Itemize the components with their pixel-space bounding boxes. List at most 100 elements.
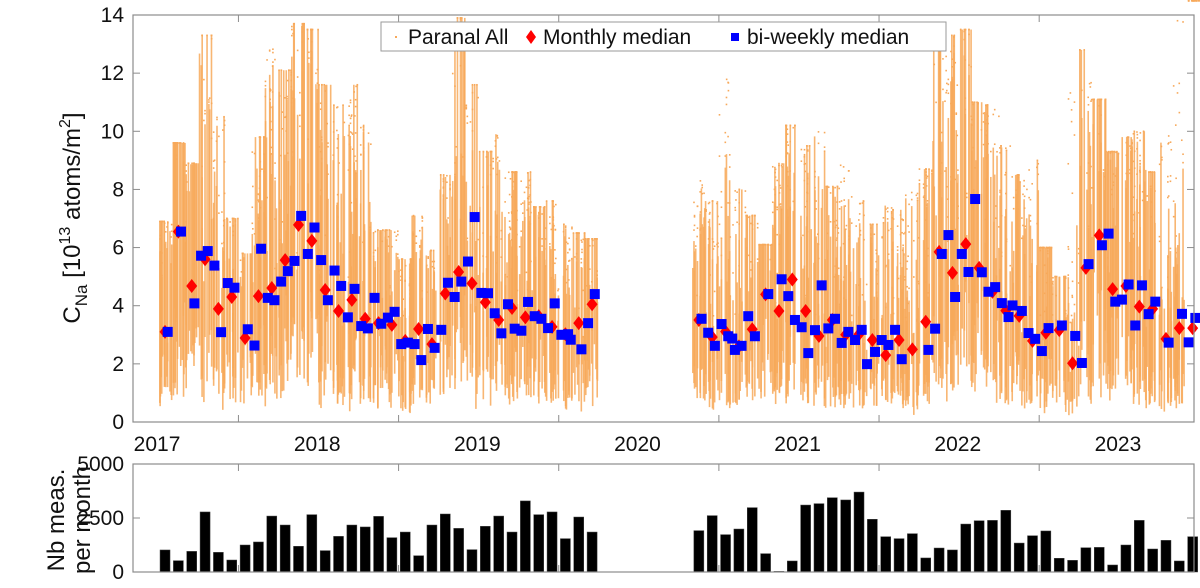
paranal-all-point [1071, 261, 1074, 263]
paranal-all-streak [999, 268, 1001, 376]
count-bar [520, 500, 531, 573]
biweekly-median-point [549, 298, 560, 309]
paranal-all-streak [473, 84, 476, 313]
paranal-all-point [354, 98, 357, 101]
paranal-all-point [567, 242, 569, 245]
biweekly-median-point [536, 313, 547, 324]
paranal-all-point [533, 206, 535, 208]
biweekly-median-point [449, 291, 460, 302]
paranal-all-streak [571, 257, 573, 399]
paranal-all-point [785, 124, 787, 127]
paranal-all-streak [203, 281, 205, 403]
paranal-all-point [568, 260, 570, 262]
paranal-all-point [861, 294, 864, 296]
paranal-all-streak [771, 224, 774, 394]
monthly-median-point [453, 264, 465, 279]
paranal-all-streak [487, 151, 489, 357]
paranal-all-point [1150, 254, 1153, 256]
paranal-all-point [578, 307, 580, 310]
ylabel-unit-suffix: ] [59, 112, 86, 119]
paranal-all-point [1011, 176, 1014, 178]
paranal-all-streak [850, 321, 853, 384]
paranal-all-streak [913, 332, 915, 415]
count-bar [480, 526, 491, 573]
paranal-all-streak [191, 163, 193, 354]
paranal-all-point [708, 213, 711, 215]
paranal-all-point [707, 238, 710, 240]
paranal-all-streak [527, 225, 530, 396]
paranal-all-point [1036, 222, 1038, 225]
paranal-all-point [999, 147, 1001, 149]
paranal-all-streak [1145, 326, 1148, 409]
paranal-all-point [1107, 150, 1110, 153]
count-bar [239, 544, 251, 573]
paranal-all-point [175, 158, 178, 160]
paranal-all-point [774, 193, 776, 196]
biweekly-median-point [342, 312, 353, 323]
ylabel-c: C [59, 306, 86, 323]
paranal-all-streak [973, 102, 976, 326]
paranal-all-streak [950, 180, 952, 384]
paranal-all-streak [996, 155, 998, 321]
paranal-all-streak [469, 303, 472, 373]
paranal-all-point [571, 227, 573, 230]
paranal-all-streak [832, 186, 835, 397]
paranal-all-point [1069, 321, 1072, 324]
paranal-all-point [1136, 133, 1139, 136]
paranal-all-streak [359, 331, 362, 404]
paranal-all-point [886, 218, 889, 220]
paranal-all-streak [1178, 320, 1181, 404]
paranal-all-point [350, 114, 353, 116]
paranal-all-point [1086, 172, 1088, 174]
paranal-all-point [374, 249, 377, 252]
paranal-all-streak [206, 35, 208, 382]
paranal-all-streak [188, 191, 191, 331]
paranal-all-point [982, 143, 985, 146]
legend: Paranal All Monthly median bi-weekly med… [380, 21, 947, 52]
paranal-all-point [774, 171, 776, 174]
paranal-all-streak [291, 56, 293, 336]
paranal-all-point [565, 281, 568, 284]
paranal-all-point [555, 203, 557, 206]
paranal-all-point [379, 232, 382, 235]
paranal-all-point [941, 131, 943, 134]
paranal-all-point [269, 88, 271, 90]
paranal-all-point [1029, 214, 1032, 217]
paranal-all-streak [906, 290, 909, 398]
biweekly-median-point [1096, 240, 1107, 251]
paranal-all-point [945, 55, 947, 58]
biweekly-median-point [543, 323, 554, 334]
paranal-all-point [924, 219, 927, 221]
paranal-all-point [732, 272, 734, 274]
paranal-all-point [320, 136, 323, 139]
biweekly-median-point [1043, 323, 1054, 334]
paranal-all-point [175, 142, 178, 145]
paranal-all-point [1049, 246, 1051, 249]
paranal-all-streak [700, 188, 703, 370]
paranal-all-point [348, 105, 350, 107]
paranal-all-point [421, 215, 423, 218]
paranal-all-point [185, 164, 187, 167]
paranal-all-point [490, 150, 493, 153]
paranal-all-streak [432, 250, 435, 388]
count-bar [1134, 520, 1145, 573]
monthly-median-point [946, 265, 958, 280]
paranal-all-point [530, 201, 532, 203]
paranal-all-streak [258, 137, 261, 383]
paranal-all-point [582, 289, 585, 292]
paranal-all-point [496, 134, 499, 137]
paranal-all-streak [803, 155, 806, 351]
count-bar [987, 520, 998, 573]
paranal-all-point [817, 142, 820, 145]
paranal-all-point [1172, 200, 1175, 203]
paranal-all-point [234, 219, 237, 222]
paranal-all-point [916, 220, 918, 222]
paranal-all-streak [762, 244, 764, 325]
paranal-all-streak [444, 176, 447, 345]
paranal-all-streak [1116, 151, 1118, 319]
paranal-all-point [778, 192, 781, 194]
biweekly-median-point [729, 344, 740, 355]
paranal-all-point [1182, 153, 1184, 156]
paranal-all-point [393, 231, 396, 234]
paranal-all-point [827, 186, 830, 188]
